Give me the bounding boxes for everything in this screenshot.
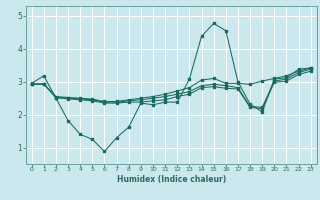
X-axis label: Humidex (Indice chaleur): Humidex (Indice chaleur) (116, 175, 226, 184)
